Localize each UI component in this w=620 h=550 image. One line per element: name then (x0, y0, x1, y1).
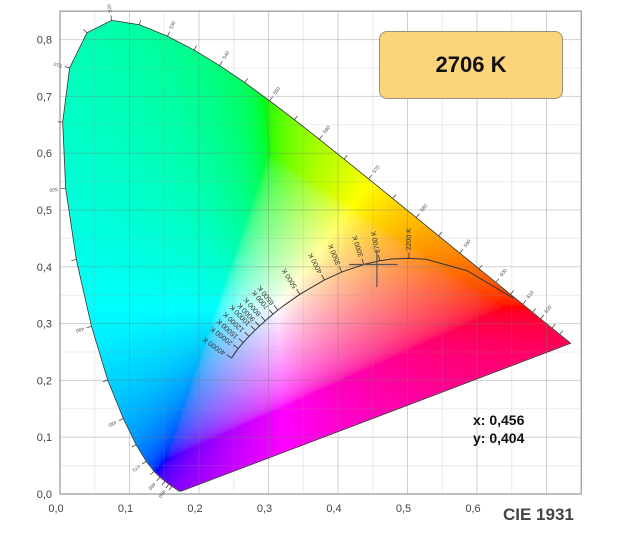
wavelength-label: 450 (156, 488, 166, 498)
wavelength-tick (392, 194, 397, 199)
cct-tick (339, 266, 343, 273)
readout-x: x: 0,456 (473, 412, 525, 428)
wavelength-tick (102, 379, 108, 382)
wavelength-label: 550 (272, 86, 282, 96)
wavelength-tick (244, 78, 248, 83)
y-tick-label: 0,4 (37, 262, 52, 274)
wavelength-tick (343, 154, 348, 160)
x-tick-label: 0,0 (48, 503, 63, 515)
cct-tick (255, 321, 260, 327)
cct-label: 2700 K (371, 230, 382, 253)
wavelength-tick (150, 471, 155, 475)
cct-tick (238, 338, 244, 343)
wavelength-tick (522, 300, 527, 305)
wavelength-tick (368, 174, 373, 180)
wavelength-label: 620 (544, 304, 554, 314)
y-tick-label: 0,1 (37, 432, 52, 444)
plot-frame (59, 10, 582, 495)
y-tick-label: 0,2 (37, 375, 52, 387)
wavelength-label: 460 (146, 481, 156, 491)
wavelength-label: 510 (53, 60, 63, 68)
wavelength-label: 490 (75, 325, 85, 333)
y-tick-label: 0,8 (37, 35, 52, 47)
cct-tick (233, 344, 239, 349)
readout-y: y: 0,404 (473, 430, 525, 446)
cct-tick (296, 289, 301, 295)
cct-label: 5000 K (281, 266, 299, 289)
wavelength-label: 540 (222, 50, 232, 60)
y-tick-label: 0,0 (37, 489, 52, 501)
y-tick-label: 0,6 (37, 148, 52, 160)
wavelength-tick (551, 324, 556, 329)
planckian-locus (230, 257, 514, 359)
wavelength-tick (165, 483, 170, 489)
wavelength-label: 580 (419, 203, 429, 213)
wavelength-tick (438, 231, 443, 237)
cct-tick (260, 316, 266, 322)
wavelength-tick (83, 29, 88, 34)
wavelength-tick (532, 308, 537, 313)
cct-tick (226, 354, 232, 359)
wavelength-tick (118, 418, 124, 421)
wavelength-tick (71, 259, 77, 261)
wavelength-label: 470 (131, 463, 141, 473)
wavelength-tick (131, 444, 137, 448)
wavelength-label: 600 (499, 268, 509, 278)
wavelength-tick (161, 480, 166, 486)
wavelength-tick (495, 278, 500, 283)
wavelength-label: 570 (372, 164, 382, 174)
wavelength-tick (319, 135, 323, 140)
wavelength-label: 520 (106, 4, 113, 13)
wavelength-tick (139, 19, 142, 25)
x-tick-label: 0,6 (465, 503, 480, 515)
cct-value: 2706 K (435, 52, 507, 77)
wavelength-tick (478, 264, 483, 270)
wavelength-label: 530 (168, 20, 177, 30)
wavelength-tick (156, 476, 161, 482)
x-tick-label: 0,1 (118, 503, 133, 515)
wavelength-label: 500 (49, 186, 58, 193)
y-tick-label: 0,7 (37, 91, 52, 103)
x-tick-label: 0,5 (396, 503, 411, 515)
wavelength-label: 610 (526, 290, 536, 300)
wavelength-tick (168, 485, 173, 491)
wavelength-tick (167, 31, 170, 37)
cct-label: 3500 K (328, 242, 343, 266)
wavelength-tick (86, 326, 92, 329)
wavelength-label: 480 (107, 419, 117, 428)
cct-tick (321, 274, 325, 281)
cct-tick (250, 325, 256, 331)
wavelength-tick (141, 460, 147, 465)
cct-tick (244, 331, 250, 337)
wavelength-tick (64, 66, 70, 69)
wavelength-tick (559, 330, 564, 335)
wavelength-tick (269, 96, 273, 101)
cct-label: 4000 K (307, 251, 324, 274)
y-tick-label: 0,3 (37, 319, 52, 331)
x-tick-label: 0,4 (326, 503, 341, 515)
wavelength-tick (540, 314, 545, 320)
wavelength-tick (459, 248, 464, 254)
wavelength-label: 560 (322, 125, 332, 135)
cct-tick (273, 305, 279, 311)
cct-tick (361, 258, 365, 265)
wavelength-label: 590 (463, 239, 473, 249)
cct-label: 3000 K (352, 234, 365, 258)
wavelength-tick (193, 45, 197, 51)
cct-display: 2706 K (379, 31, 563, 99)
cct-tick (378, 254, 381, 261)
cct-tick (268, 309, 274, 315)
x-tick-label: 0,3 (257, 503, 272, 515)
cct-label: 2200 K (406, 228, 413, 251)
wavelength-tick (510, 290, 514, 295)
wavelength-tick (415, 213, 420, 218)
y-tick-label: 0,5 (37, 205, 52, 217)
wavelength-tick (219, 61, 223, 66)
chart-title: CIE 1931 (503, 505, 574, 524)
x-tick-label: 0,2 (187, 503, 202, 515)
wavelength-tick (110, 15, 112, 21)
wavelength-tick (294, 115, 298, 120)
xy-readout: x: 0,456 y: 0,404 (473, 411, 524, 447)
